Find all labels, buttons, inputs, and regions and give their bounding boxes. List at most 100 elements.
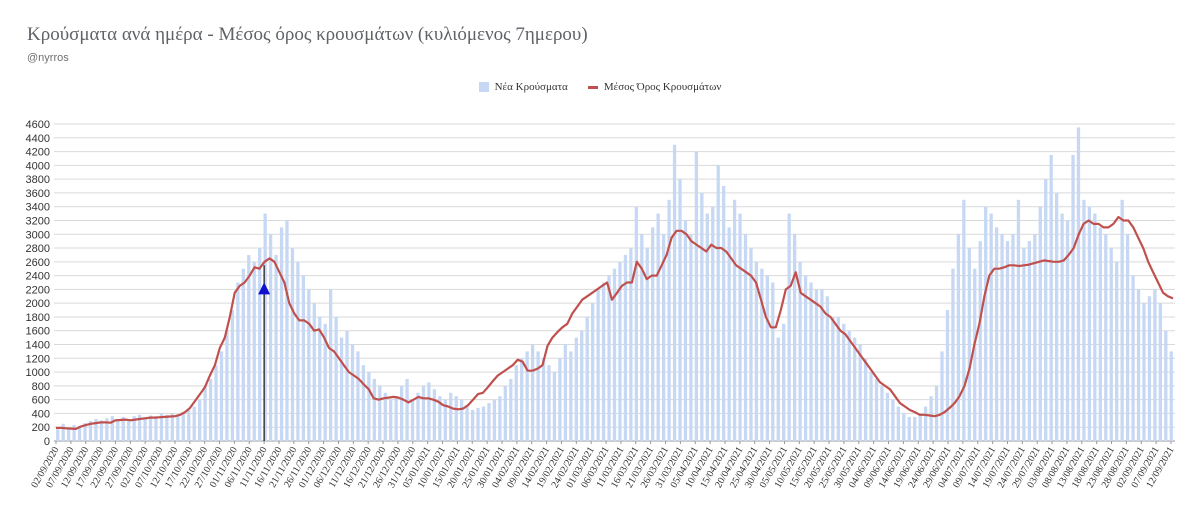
bar-new-cases	[831, 316, 835, 441]
bar-new-cases	[203, 385, 207, 441]
bar-new-cases	[1060, 213, 1064, 441]
bar-new-cases	[732, 199, 737, 441]
bar-new-cases	[1120, 199, 1124, 441]
bar-new-cases	[853, 337, 857, 441]
bar-new-cases	[399, 385, 404, 441]
bar-new-cases	[318, 316, 322, 441]
bar-new-cases	[1044, 179, 1048, 441]
bar-new-cases	[580, 330, 584, 441]
line-swatch-icon	[587, 85, 598, 89]
bar-new-cases	[137, 414, 142, 441]
bar-new-cases	[1104, 234, 1108, 441]
legend-item-line[interactable]: Μέσος Όρος Κρουσμάτων	[587, 81, 722, 93]
bar-new-cases	[339, 337, 344, 441]
bar-new-cases	[1033, 234, 1037, 441]
bar-new-cases	[83, 423, 87, 441]
bar-new-cases	[88, 421, 93, 441]
bar-new-cases	[274, 254, 278, 441]
bar-new-cases	[1147, 296, 1152, 441]
bar-new-cases	[913, 416, 917, 441]
bar-new-cases	[465, 406, 469, 441]
bar-new-cases	[356, 351, 360, 441]
bar-new-cases	[1164, 330, 1168, 441]
bar-new-cases	[918, 413, 922, 441]
bar-new-cases	[94, 418, 98, 441]
bar-new-cases	[1055, 192, 1059, 441]
bar-new-cases	[498, 396, 502, 441]
bar-new-cases	[329, 289, 333, 441]
bar-new-cases	[809, 282, 813, 441]
bar-new-cases	[1038, 206, 1042, 441]
bar-new-cases	[258, 248, 262, 441]
bar-new-cases	[1115, 261, 1119, 441]
bar-new-cases	[143, 416, 147, 441]
legend-label-line: Μέσος Όρος Κρουσμάτων	[603, 81, 722, 93]
bar-new-cases	[563, 344, 568, 441]
bar-new-cases	[956, 234, 961, 441]
bar-new-cases	[230, 310, 235, 441]
bar-new-cases	[727, 227, 731, 441]
bar-new-cases	[749, 248, 753, 441]
bar-new-cases	[978, 241, 982, 441]
bar-new-cases	[99, 420, 104, 441]
chart-title: Κρούσματα ανά ημέρα - Μέσος όρος κρουσμά…	[27, 24, 588, 45]
bar-new-cases	[307, 289, 311, 441]
bar-new-cases	[405, 378, 409, 441]
bar-new-cases	[290, 248, 295, 441]
bar-new-cases	[116, 418, 120, 441]
bar-new-cases	[296, 261, 300, 441]
bar-new-cases	[503, 385, 507, 441]
bar-new-cases	[263, 213, 267, 441]
bar-new-cases	[722, 186, 726, 441]
bar-new-cases	[154, 416, 158, 441]
bar-new-cases	[651, 227, 655, 441]
bar-new-cases	[711, 206, 715, 441]
bar-new-cases	[1158, 303, 1162, 441]
bar-new-cases	[923, 406, 928, 441]
bar-new-cases	[585, 316, 589, 441]
chart-legend: Νέα Κρούσματα Μέσος Όρος Κρουσμάτων	[0, 81, 1200, 93]
bar-new-cases	[820, 289, 824, 441]
bar-new-cases	[372, 378, 376, 441]
bar-new-cases	[902, 413, 906, 441]
bar-new-cases	[187, 409, 191, 441]
bar-new-cases	[1087, 206, 1092, 441]
y-tick-label: 2000	[26, 298, 50, 310]
bar-new-cases	[514, 365, 518, 441]
legend-item-bars[interactable]: Νέα Κρούσματα	[478, 81, 568, 93]
bar-new-cases	[689, 234, 693, 441]
bar-new-cases	[334, 316, 338, 441]
bar-new-cases	[1071, 155, 1075, 441]
bar-new-cases	[536, 351, 540, 441]
bar-new-cases	[896, 406, 900, 441]
bar-new-cases	[645, 248, 649, 441]
bar-new-cases	[612, 268, 617, 441]
chart-subtitle: @nyrros	[27, 52, 69, 64]
y-tick-label: 3800	[26, 174, 50, 186]
bar-new-cases	[716, 165, 720, 441]
bar-new-cases	[481, 406, 486, 441]
bar-new-cases	[1016, 199, 1021, 441]
y-tick-label: 4000	[26, 160, 50, 172]
bar-new-cases	[214, 365, 218, 441]
bar-new-cases	[301, 275, 306, 441]
bar-new-cases	[487, 403, 491, 441]
bar-new-cases	[1109, 248, 1113, 441]
bar-new-cases	[694, 151, 699, 441]
bar-new-cases	[863, 358, 868, 441]
bar-new-cases	[432, 389, 437, 441]
bar-new-cases	[569, 351, 573, 441]
bar-new-cases	[1027, 241, 1031, 441]
bar-new-cases	[410, 399, 415, 441]
y-tick-label: 800	[32, 381, 50, 393]
bar-new-cases	[241, 268, 245, 441]
bar-new-cases	[1093, 213, 1097, 441]
bar-new-cases	[509, 378, 513, 441]
bar-new-cases	[1131, 275, 1135, 441]
bar-new-cases	[629, 248, 633, 441]
bar-new-cases	[176, 414, 180, 441]
bar-new-cases	[170, 413, 174, 441]
bar-new-cases	[530, 344, 535, 441]
bar-new-cases	[72, 425, 76, 441]
